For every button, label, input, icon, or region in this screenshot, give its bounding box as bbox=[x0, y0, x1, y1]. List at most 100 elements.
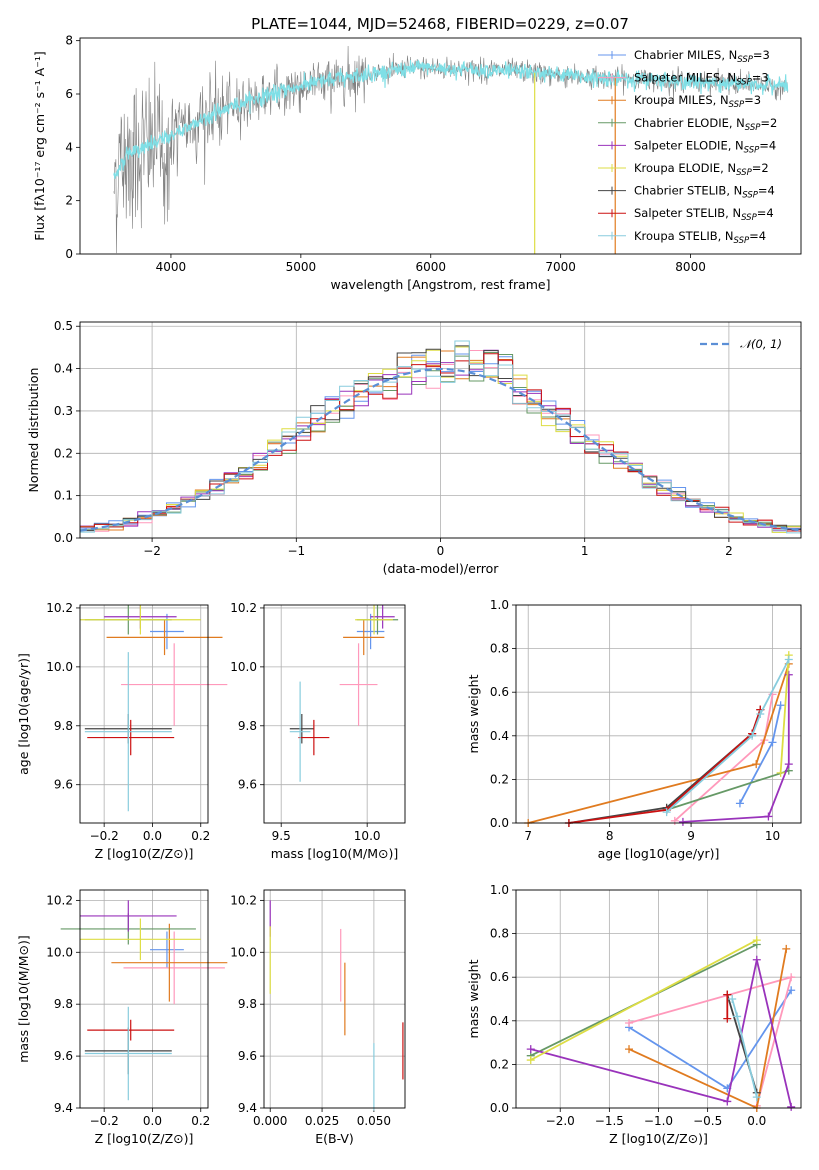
model-fit-line bbox=[113, 59, 789, 179]
y-axis-label: mass [log10(M/M⊙)] bbox=[16, 935, 31, 1063]
x-tick-label: 9 bbox=[687, 829, 695, 843]
y-tick-label: 0.8 bbox=[490, 927, 509, 941]
series-marker-salpeter_elodie bbox=[784, 760, 793, 769]
y-tick-label: 0.6 bbox=[490, 970, 509, 984]
y-axis-label: mass weight bbox=[466, 674, 481, 753]
series-marker-salpeter_miles bbox=[670, 816, 679, 825]
observed-spectrum-line bbox=[113, 45, 788, 254]
x-tick-label: 4000 bbox=[156, 260, 187, 274]
series-marker-salpeter_miles bbox=[787, 973, 796, 982]
series-marker-kroupa_elodie bbox=[752, 936, 761, 945]
y-tick-label: 10.0 bbox=[46, 660, 73, 674]
x-tick-label: 6000 bbox=[415, 260, 446, 274]
plot-area-mass_vs_ebv bbox=[269, 900, 404, 1111]
x-axis-label: age [log10(age/yr)] bbox=[598, 846, 720, 861]
y-tick-label: 9.8 bbox=[54, 719, 73, 733]
x-tick-label: 2 bbox=[725, 544, 733, 558]
x-tick-label: 5000 bbox=[286, 260, 317, 274]
series-marker-salpeter_elodie bbox=[526, 1045, 535, 1054]
plot-area-spectrum bbox=[113, 45, 789, 254]
x-tick-label: 9.5 bbox=[272, 829, 291, 843]
chart-spectrum: 4000 5000 6000 7000 8000 0 2 4 6 8 wavelength [Ang… bbox=[32, 34, 802, 292]
legend-entry: Kroupa MILES, NSSP=3 bbox=[634, 93, 761, 110]
series-line-chabrier_elodie bbox=[666, 769, 790, 811]
y-tick-label: 0.4 bbox=[54, 362, 73, 376]
x-tick-label: 0.025 bbox=[305, 1114, 339, 1128]
y-axis-label: mass weight bbox=[466, 959, 481, 1038]
y-tick-label: 10.0 bbox=[46, 945, 73, 959]
series-marker-salpeter_miles bbox=[625, 1018, 634, 1027]
y-tick-label: 0.3 bbox=[54, 404, 73, 418]
y-axis-label: Normed distribution bbox=[26, 368, 41, 493]
y-tick-label: 0.2 bbox=[490, 772, 509, 786]
series-marker-salpeter_elodie bbox=[678, 817, 687, 826]
series-marker-kroupa_stelib bbox=[752, 1093, 761, 1102]
y-tick-label: 8 bbox=[65, 34, 73, 48]
x-tick-label: 1 bbox=[581, 544, 589, 558]
axes-frame bbox=[263, 604, 406, 824]
x-tick-label: 7 bbox=[524, 829, 532, 843]
x-axis-label: wavelength [Angstrom, rest frame] bbox=[330, 277, 550, 292]
series-line-kroupa_elodie bbox=[779, 655, 790, 773]
x-tick-label: −1 bbox=[287, 544, 305, 558]
y-tick-label: 0 bbox=[65, 247, 73, 261]
x-tick-label: 0.0 bbox=[747, 1114, 766, 1128]
series-marker-salpeter_elodie bbox=[723, 1097, 732, 1106]
y-tick-label: 10.0 bbox=[230, 660, 257, 674]
x-tick-label: 0.000 bbox=[253, 1114, 287, 1128]
y-tick-label: 9.6 bbox=[54, 778, 73, 792]
x-axis-label: mass [log10(M/M⊙)] bbox=[271, 846, 399, 861]
y-axis-label: Flux [fλ10⁻¹⁷ erg cm⁻² s⁻¹ A⁻¹] bbox=[32, 51, 47, 240]
x-tick-label: 10 bbox=[765, 829, 780, 843]
legend-entry: Salpeter STELIB, NSSP=4 bbox=[634, 206, 774, 223]
series-marker-kroupa_miles bbox=[782, 944, 791, 953]
y-tick-label: 1.0 bbox=[490, 883, 509, 897]
chart-weight_vs_age: 7 8 9 10 0.0 0.2 0.4 0.6 0.8 1.0 age [log10(age/yr… bbox=[466, 598, 802, 861]
series-marker-kroupa_stelib bbox=[728, 995, 737, 1003]
y-tick-label: 9.4 bbox=[238, 1101, 257, 1115]
x-tick-label: 0 bbox=[437, 544, 445, 558]
plot-area-mass_vs_Z bbox=[60, 900, 228, 1101]
plot-area-age_vs_mass bbox=[289, 605, 399, 782]
y-tick-label: 0.1 bbox=[54, 489, 73, 503]
x-tick-label: 0.0 bbox=[143, 1114, 162, 1128]
y-tick-label: 10.2 bbox=[230, 893, 257, 907]
x-axis-label: (data-model)/error bbox=[383, 561, 500, 576]
x-tick-label: −1.0 bbox=[644, 1114, 673, 1128]
x-axis-label: Z [log10(Z/Z⊙)] bbox=[609, 1131, 708, 1146]
series-marker-salpeter_elodie bbox=[784, 670, 793, 679]
y-tick-label: 0.0 bbox=[490, 1101, 509, 1115]
series-marker-salpeter_elodie bbox=[787, 1102, 796, 1111]
chart-mass_vs_Z: −0.2 0.0 0.2 9.4 9.6 9.8 10.0 10.2 Z [log10(Z/Z⊙… bbox=[16, 889, 228, 1146]
y-tick-label: 4 bbox=[65, 140, 73, 154]
chart-age_vs_mass: 9.5 10.0 9.6 9.8 10.0 10.2 mass [log10(M/M⊙)] bbox=[230, 601, 406, 861]
series-marker-kroupa_stelib bbox=[784, 655, 793, 664]
y-tick-label: 9.4 bbox=[54, 1101, 73, 1115]
series-marker-salpeter_stelib bbox=[723, 1014, 732, 1023]
y-tick-label: 9.6 bbox=[238, 778, 257, 792]
plot-area-residuals bbox=[79, 340, 802, 534]
axes-frame bbox=[79, 604, 209, 824]
series-marker-chabrier_miles bbox=[776, 701, 785, 710]
y-tick-label: 1.0 bbox=[490, 598, 509, 612]
series-marker-kroupa_miles bbox=[752, 760, 761, 769]
legend-entry: Kroupa STELIB, NSSP=4 bbox=[634, 229, 766, 246]
legend-entry: Chabrier ELODIE, NSSP=2 bbox=[634, 116, 777, 133]
y-tick-label: 9.6 bbox=[238, 1049, 257, 1063]
x-axis-label: Z [log10(Z/Z⊙)] bbox=[95, 846, 194, 861]
series-marker-salpeter_stelib bbox=[723, 990, 732, 999]
x-tick-label: 8000 bbox=[675, 260, 706, 274]
y-tick-label: 10.2 bbox=[46, 601, 73, 615]
legend-entry: Kroupa ELODIE, NSSP=2 bbox=[634, 161, 769, 178]
y-tick-label: 0.5 bbox=[54, 319, 73, 333]
series-line-kroupa_stelib bbox=[666, 659, 790, 813]
series-line-kroupa_elodie bbox=[530, 939, 758, 1061]
y-tick-label: 0.4 bbox=[490, 1014, 509, 1028]
legend-entry: Chabrier MILES, NSSP=3 bbox=[634, 48, 770, 65]
axes-frame bbox=[515, 889, 802, 1109]
series-marker-kroupa_elodie bbox=[776, 768, 785, 777]
y-axis-label: age [log10(age/yr)] bbox=[16, 653, 31, 775]
x-tick-label: −0.2 bbox=[90, 829, 119, 843]
legend-entry: Salpeter MILES, NSSP=3 bbox=[634, 71, 769, 88]
axes-frame bbox=[79, 321, 802, 539]
